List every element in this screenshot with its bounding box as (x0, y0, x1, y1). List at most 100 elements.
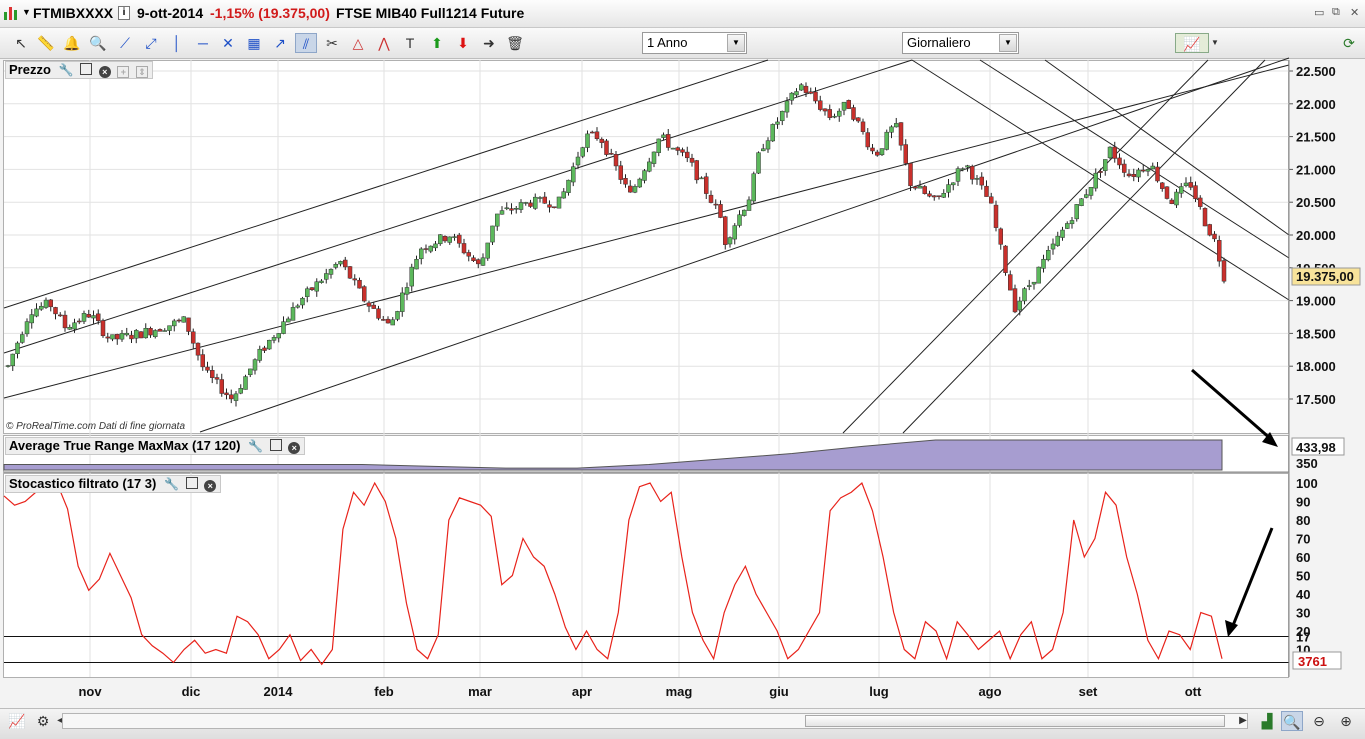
fit-icon[interactable]: ▟ (1261, 713, 1273, 729)
close-icon[interactable]: × (204, 480, 217, 492)
x-tick-label: set (1079, 684, 1098, 699)
close-icon[interactable]: × (98, 66, 111, 78)
restore-icon[interactable]: ⧉ (1332, 6, 1340, 18)
candle-body (1126, 173, 1132, 177)
atr-value-label: 433,98 (1296, 440, 1336, 455)
candle-body (908, 163, 913, 187)
candle-body (186, 317, 191, 332)
trendline-icon[interactable]: ⤢ (145, 35, 157, 51)
info-icon[interactable]: i (118, 6, 130, 20)
candle-body (808, 91, 813, 94)
candle-body (1207, 224, 1212, 236)
chart-add-icon[interactable]: 📈 (8, 713, 26, 729)
atr-area (3, 439, 1223, 471)
grid-icon[interactable]: ▦ (247, 35, 261, 51)
candle-body (1198, 197, 1203, 207)
vertical-line-icon[interactable]: │ (172, 35, 182, 51)
scroll-left-icon[interactable]: ◀ (57, 715, 65, 726)
candle-body (1084, 194, 1089, 198)
candle-body (290, 307, 296, 321)
period-select[interactable]: 1 Anno ▼ (642, 32, 747, 54)
chart-type-icon[interactable]: 📈 (1175, 33, 1209, 53)
candle-body (974, 178, 980, 180)
price-panel[interactable] (3, 60, 1289, 434)
arrow-right-icon[interactable]: ➜ (483, 35, 495, 51)
horizontal-scrollbar[interactable] (62, 713, 1248, 729)
stoch-panel[interactable] (3, 473, 1289, 678)
candle-body (642, 170, 647, 181)
channel-icon[interactable]: ⫽ (295, 33, 317, 53)
candle-body (946, 184, 951, 193)
close-icon[interactable]: × (288, 442, 301, 454)
trash-icon[interactable]: 🗑 (506, 35, 524, 51)
wrench-icon[interactable]: 🔧 (58, 63, 74, 77)
pointer-icon[interactable]: ↖ (15, 35, 27, 51)
window-icon[interactable] (269, 439, 282, 451)
candle-body (1060, 229, 1065, 238)
window-icon[interactable] (185, 477, 198, 489)
price-tick-label: 20.000 (1296, 228, 1336, 243)
candle-body (53, 307, 58, 315)
candle-body (43, 299, 49, 308)
ruler-icon[interactable]: 📏 (37, 35, 55, 51)
candle-body (15, 342, 20, 354)
close-icon[interactable]: ✕ (1350, 7, 1360, 19)
candle-body (376, 308, 381, 319)
add-icon[interactable]: + (117, 66, 130, 78)
candle-body (1221, 260, 1227, 282)
candle-body (1003, 245, 1008, 273)
price-tick-label: 19.000 (1296, 294, 1336, 309)
refresh-icon[interactable]: ⟳ (1343, 35, 1355, 51)
line-icon[interactable]: ⟋ (120, 35, 130, 51)
chevron-down-icon[interactable]: ▼ (727, 34, 745, 52)
drawing-toolbar: ↖ 📏 🔔 🔍 ⟋ ⤢ │ ─ ✕ ▦ ↗ ⫽ ✂ △ ⋀ T ⬆ ⬇ ➜ 🗑 … (0, 28, 1365, 59)
symbol-label: FTMIBXXXX (33, 5, 114, 21)
candle-body (447, 236, 452, 243)
candle-body (134, 330, 139, 339)
zoom-icon[interactable]: 🔍 (89, 35, 107, 51)
trend-line (3, 59, 913, 354)
arrow-icon[interactable]: ↗ (274, 35, 286, 51)
chevron-down-icon[interactable]: ▼ (999, 34, 1017, 52)
alarm-bell-icon[interactable]: 🔔 (63, 35, 81, 51)
tools-icon[interactable]: ✂ (326, 35, 338, 51)
zoom-in-icon[interactable]: ⊕ (1340, 713, 1352, 729)
zoom-fit-icon[interactable]: 🔍 (1281, 711, 1303, 731)
candle-body (837, 110, 842, 117)
chart-app-icon[interactable] (4, 6, 20, 20)
candle-body (856, 117, 861, 122)
candle-body (751, 173, 756, 202)
scrollbar-thumb[interactable] (805, 715, 1225, 727)
interval-select-value: Giornaliero (907, 35, 971, 50)
fibonacci-fan-icon[interactable]: ⋀ (378, 35, 390, 51)
wrench-icon[interactable]: 🔧 (248, 439, 264, 453)
interval-select[interactable]: Giornaliero ▼ (902, 32, 1019, 54)
minimize-icon[interactable]: ▭ (1314, 7, 1325, 19)
candle-body (428, 245, 433, 252)
window-icon[interactable] (80, 63, 93, 75)
fan-icon[interactable]: ✕ (222, 35, 234, 51)
candle-body (818, 100, 823, 110)
text-icon[interactable]: T (405, 35, 415, 51)
scroll-right-icon[interactable]: ▶ (1239, 715, 1247, 726)
candle-body (1169, 199, 1174, 204)
fibonacci-icon[interactable]: △ (352, 35, 364, 51)
zoom-out-icon[interactable]: ⊖ (1313, 713, 1325, 729)
wrench-icon[interactable]: 🔧 (164, 477, 179, 491)
candle-body (1098, 171, 1103, 173)
candle-body (561, 191, 566, 199)
candle-body (210, 370, 215, 378)
arrow-up-icon[interactable]: ⬆ (431, 35, 443, 51)
candle-body (77, 320, 82, 323)
horizontal-line-icon[interactable]: ─ (198, 35, 208, 51)
chevron-down-icon[interactable]: ▼ (1211, 38, 1219, 47)
arrow-down-icon[interactable]: ⬇ (457, 35, 469, 51)
candle-body (357, 279, 362, 289)
move-icon[interactable]: ⇕ (135, 66, 148, 78)
chevron-down-icon[interactable]: ▼ (22, 7, 31, 17)
candle-body (20, 334, 25, 343)
arrow-head (1262, 432, 1278, 447)
sync-icon[interactable]: ⚙ (36, 713, 50, 729)
candle-body (485, 242, 490, 259)
